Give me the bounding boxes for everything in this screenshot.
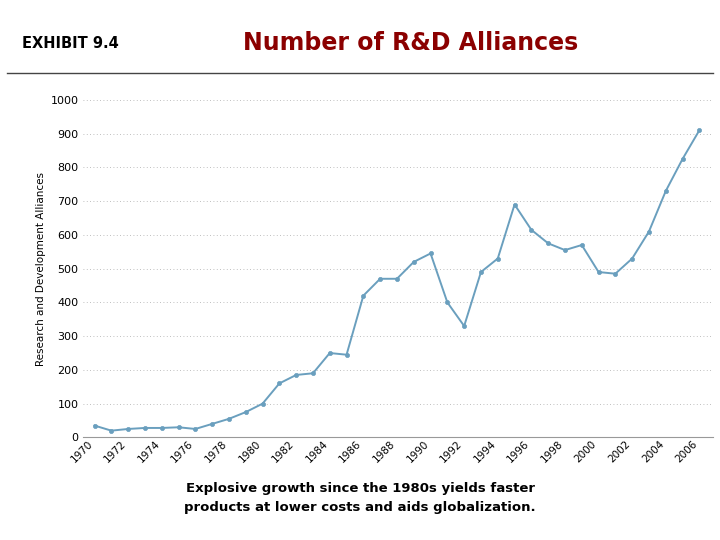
- Text: EXHIBIT 9.4: EXHIBIT 9.4: [22, 36, 118, 51]
- Y-axis label: Research and Development Alliances: Research and Development Alliances: [37, 172, 47, 366]
- Text: Number of R&D Alliances: Number of R&D Alliances: [243, 31, 578, 55]
- Text: Explosive growth since the 1980s yields faster: Explosive growth since the 1980s yields …: [186, 482, 534, 495]
- Text: products at lower costs and aids globalization.: products at lower costs and aids globali…: [184, 501, 536, 514]
